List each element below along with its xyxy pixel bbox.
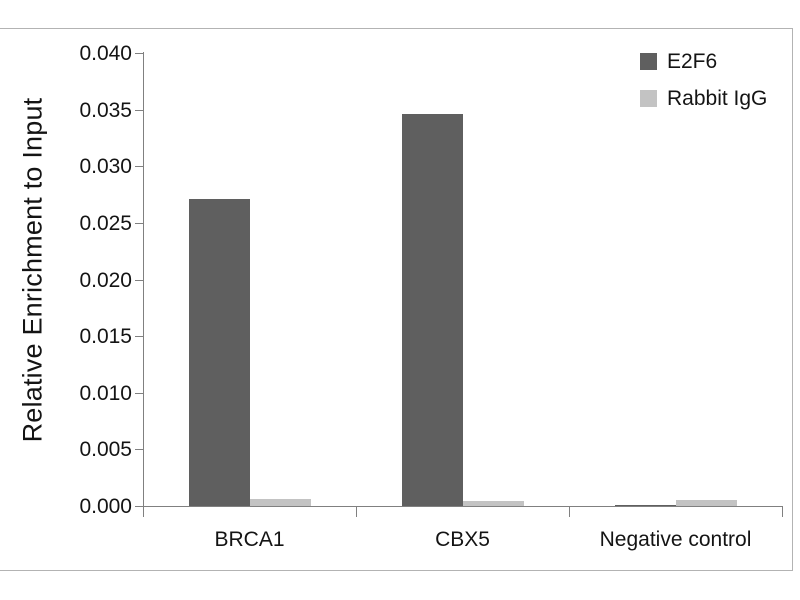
- y-tick-label: 0.030: [79, 155, 132, 178]
- x-category-label: CBX5: [435, 528, 490, 551]
- y-tick-label: 0.035: [79, 99, 132, 122]
- bar-rabbit-igg-cbx5: [463, 501, 524, 506]
- y-tick-label: 0.020: [79, 269, 132, 292]
- y-tick-label: 0.040: [79, 42, 132, 65]
- y-tick-label: 0.010: [79, 382, 132, 405]
- y-tick-label: 0.005: [79, 438, 132, 461]
- legend-item: E2F6: [640, 50, 718, 73]
- y-tick-mark: [135, 449, 143, 450]
- bar-rabbit-igg-brca1: [250, 499, 311, 506]
- x-tick-mark: [143, 506, 144, 517]
- y-axis-line: [143, 52, 144, 507]
- y-tick-mark: [135, 110, 143, 111]
- x-axis-line: [143, 506, 782, 507]
- y-tick-mark: [135, 393, 143, 394]
- x-tick-mark: [569, 506, 570, 517]
- legend-swatch-icon: [640, 90, 657, 107]
- y-tick-mark: [135, 53, 143, 54]
- y-tick-label: 0.000: [79, 495, 132, 518]
- x-category-label: BRCA1: [214, 528, 285, 551]
- y-tick-mark: [135, 506, 143, 507]
- bar-e2f6-brca1: [189, 199, 250, 506]
- bar-e2f6-negative-control: [615, 505, 676, 506]
- legend-item: Rabbit IgG: [640, 87, 768, 110]
- y-tick-mark: [135, 280, 143, 281]
- y-tick-mark: [135, 223, 143, 224]
- legend-label: Rabbit IgG: [667, 87, 768, 110]
- legend-swatch-icon: [640, 53, 657, 70]
- x-category-label: Negative control: [599, 528, 752, 551]
- y-tick-mark: [135, 336, 143, 337]
- x-tick-mark: [782, 506, 783, 517]
- y-tick-mark: [135, 166, 143, 167]
- bar-rabbit-igg-negative-control: [676, 500, 737, 506]
- x-tick-mark: [356, 506, 357, 517]
- y-tick-label: 0.025: [79, 212, 132, 235]
- y-axis-title: Relative Enrichment to Input: [17, 97, 48, 443]
- chart-frame-border: [0, 28, 793, 571]
- bar-e2f6-cbx5: [402, 114, 463, 506]
- legend-label: E2F6: [667, 50, 718, 73]
- y-tick-label: 0.015: [79, 325, 132, 348]
